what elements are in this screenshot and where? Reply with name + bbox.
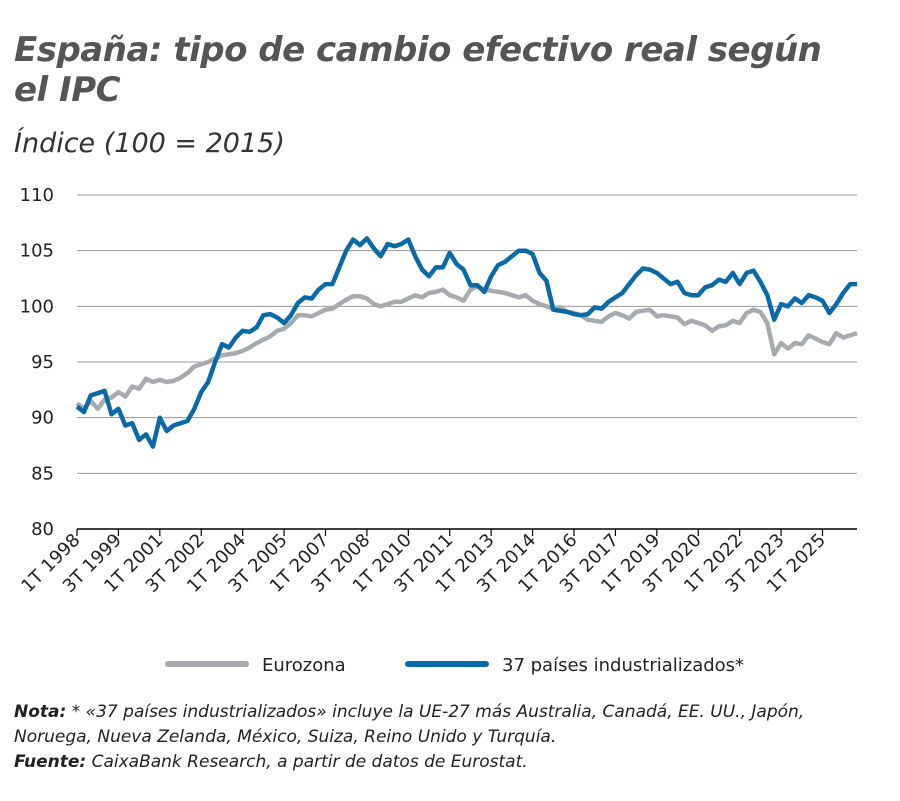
note-label: Nota:	[14, 702, 67, 722]
source-text: CaixaBank Research, a partir de datos de…	[86, 752, 528, 772]
y-tick-label: 100	[20, 296, 54, 317]
series-line	[75, 284, 858, 412]
y-tick-label: 85	[31, 463, 54, 484]
y-tick-label: 95	[31, 352, 54, 373]
y-tick-label: 80	[31, 519, 54, 540]
y-tick-label: 110	[20, 185, 54, 206]
series-line	[75, 236, 857, 449]
notes: Nota: * «37 países industrializados» inc…	[14, 700, 874, 775]
chart-title: España: tipo de cambio efectivo real seg…	[14, 30, 822, 110]
chart-subtitle: Índice (100 = 2015)	[14, 128, 285, 159]
y-tick-label: 105	[20, 241, 54, 262]
legend-label: 37 países industrializados*	[502, 655, 744, 676]
source: Fuente: CaixaBank Research, a partir de …	[14, 750, 874, 775]
legend-label: Eurozona	[262, 655, 346, 676]
source-label: Fuente:	[14, 752, 87, 772]
note-text: * «37 países industrializados» incluye l…	[14, 702, 805, 747]
note: Nota: * «37 países industrializados» inc…	[14, 700, 874, 750]
y-tick-label: 90	[31, 408, 54, 429]
